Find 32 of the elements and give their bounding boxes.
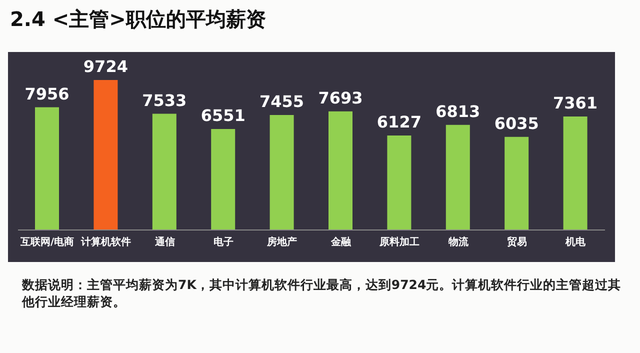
x-tick-label: 房地产 — [266, 236, 298, 248]
data-label: 7693 — [318, 88, 363, 108]
data-label: 7533 — [142, 90, 187, 110]
x-tick-label: 贸易 — [506, 236, 527, 248]
data-label: 6127 — [376, 112, 422, 132]
bar — [387, 135, 412, 230]
bar — [152, 114, 176, 230]
bar — [328, 111, 352, 230]
data-label: 6813 — [436, 102, 480, 121]
x-tick-label: 原料加工 — [378, 236, 420, 248]
text: 数据说明：主管平均薪资为7K，其中计算机软件行业最高，达到9724元。计算机软件行业的主管超过其他行业经理薪资。 — [22, 276, 622, 310]
bar — [446, 124, 470, 230]
x-tick-label: 计算机软件 — [80, 236, 132, 248]
bar — [211, 128, 236, 230]
x-tick-label: 通信 — [154, 236, 175, 248]
x-tick-label: 物流 — [447, 236, 470, 248]
data-label: 6551 — [200, 106, 246, 125]
x-tick-label: 电子 — [213, 236, 234, 248]
x-tick-label: 金融 — [330, 236, 352, 248]
chart-title: 2.4 <主管>职位的平均薪资 — [10, 6, 266, 33]
data-label: 7361 — [553, 93, 598, 112]
data-label: 7956 — [24, 84, 70, 104]
data-label: 9724 — [83, 57, 128, 76]
bar — [270, 115, 294, 230]
data-label: 6035 — [494, 114, 539, 133]
x-tick-label: 机电 — [564, 236, 587, 248]
bar — [563, 116, 588, 230]
bar — [94, 80, 118, 230]
bar — [504, 136, 529, 230]
data-label: 7455 — [260, 92, 304, 111]
bar — [35, 107, 59, 230]
x-tick-label: 互联网/电商 — [20, 236, 74, 248]
